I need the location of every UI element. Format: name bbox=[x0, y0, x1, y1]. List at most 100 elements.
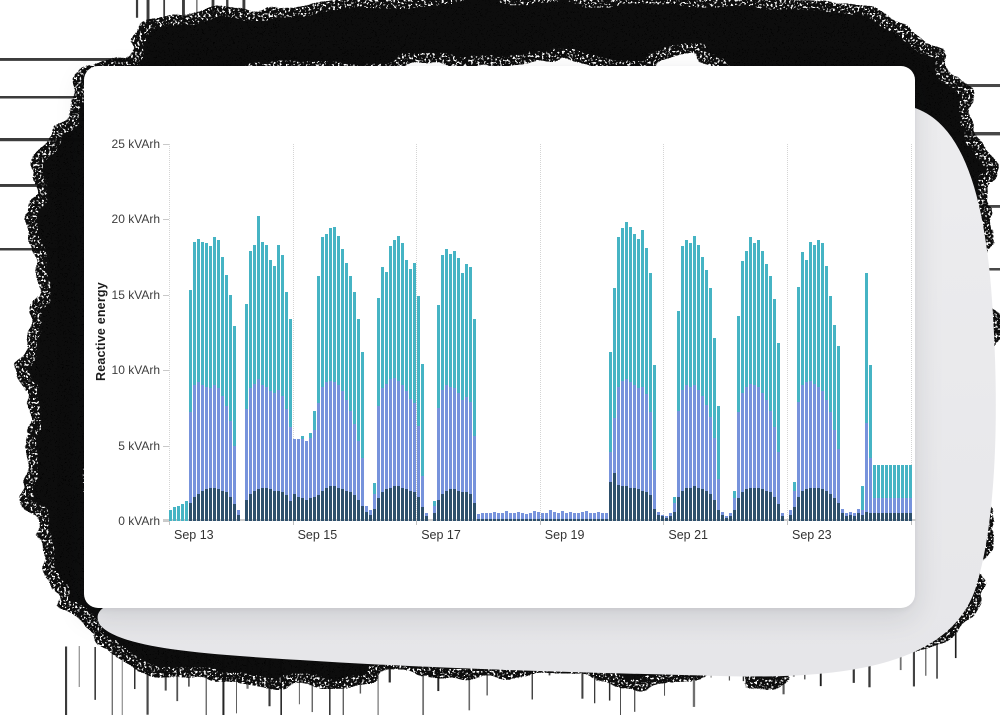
periwinkle-middle-segment bbox=[261, 385, 264, 488]
teal-top-segment bbox=[301, 436, 304, 440]
periwinkle-middle-segment bbox=[437, 407, 440, 500]
dark-slate-bottom-segment bbox=[229, 496, 232, 521]
periwinkle-middle-segment bbox=[301, 439, 304, 499]
dark-slate-bottom-segment bbox=[265, 487, 268, 521]
teal-top-segment bbox=[761, 250, 764, 393]
dark-slate-bottom-segment bbox=[477, 518, 480, 521]
stacked-bar bbox=[437, 305, 440, 521]
periwinkle-middle-segment bbox=[453, 388, 456, 490]
teal-top-segment bbox=[321, 237, 324, 387]
stacked-bar bbox=[277, 244, 280, 521]
dark-slate-bottom-segment bbox=[541, 518, 544, 521]
streak-line bbox=[0, 58, 132, 61]
stacked-bar bbox=[793, 481, 796, 521]
periwinkle-middle-segment bbox=[733, 498, 736, 511]
periwinkle-middle-segment bbox=[589, 512, 592, 519]
stacked-bar bbox=[177, 505, 180, 521]
stacked-bar bbox=[873, 465, 876, 521]
periwinkle-middle-segment bbox=[477, 514, 480, 519]
stacked-bar bbox=[301, 436, 304, 521]
teal-top-segment bbox=[245, 303, 248, 410]
stacked-bar bbox=[517, 511, 520, 521]
teal-top-segment bbox=[421, 363, 424, 476]
chart-card: Reactive energy Sep 13 Sep 15 Sep 17 Sep 19… bbox=[84, 66, 916, 608]
x-axis-tick bbox=[787, 521, 788, 525]
dark-slate-bottom-segment bbox=[665, 517, 668, 521]
periwinkle-middle-segment bbox=[265, 386, 268, 488]
dark-slate-bottom-segment bbox=[353, 495, 356, 521]
teal-top-segment bbox=[449, 253, 452, 387]
stacked-bar bbox=[349, 276, 352, 521]
dark-slate-bottom-segment bbox=[557, 518, 560, 521]
stacked-bar bbox=[485, 512, 488, 521]
periwinkle-middle-segment bbox=[729, 513, 732, 517]
dark-slate-bottom-segment bbox=[297, 496, 300, 521]
stacked-bar bbox=[501, 513, 504, 521]
periwinkle-middle-segment bbox=[245, 409, 248, 500]
stacked-bar bbox=[645, 247, 648, 521]
streak-line bbox=[176, 653, 179, 702]
periwinkle-middle-segment bbox=[609, 451, 612, 482]
streak-line bbox=[236, 653, 237, 714]
teal-top-segment bbox=[765, 264, 768, 401]
dark-slate-bottom-segment bbox=[385, 489, 388, 521]
periwinkle-middle-segment bbox=[289, 427, 292, 502]
dark-slate-bottom-segment bbox=[245, 499, 248, 521]
stacked-bar bbox=[841, 508, 844, 521]
periwinkle-middle-segment bbox=[293, 439, 296, 494]
stacked-bar bbox=[649, 273, 652, 521]
teal-top-segment bbox=[469, 267, 472, 402]
periwinkle-middle-segment bbox=[237, 510, 240, 515]
dark-slate-bottom-segment bbox=[713, 499, 716, 521]
dark-slate-bottom-segment bbox=[533, 518, 536, 521]
dark-slate-bottom-segment bbox=[841, 513, 844, 521]
stacked-bar bbox=[769, 276, 772, 521]
stacked-bar bbox=[893, 465, 896, 521]
stacked-bar bbox=[613, 288, 616, 521]
teal-top-segment bbox=[269, 259, 272, 392]
streak-line bbox=[329, 644, 331, 715]
periwinkle-middle-segment bbox=[553, 511, 556, 519]
dark-slate-bottom-segment bbox=[269, 489, 272, 521]
periwinkle-middle-segment bbox=[801, 385, 804, 491]
periwinkle-middle-segment bbox=[633, 385, 636, 488]
dark-slate-bottom-segment bbox=[421, 507, 424, 521]
stacked-bar bbox=[637, 238, 640, 521]
stacked-bar bbox=[889, 465, 892, 521]
dark-slate-bottom-segment bbox=[461, 492, 464, 521]
periwinkle-middle-segment bbox=[457, 392, 460, 491]
periwinkle-middle-segment bbox=[409, 398, 412, 491]
periwinkle-middle-segment bbox=[193, 385, 196, 497]
periwinkle-middle-segment bbox=[565, 513, 568, 519]
stacked-bar bbox=[329, 228, 332, 521]
dark-slate-bottom-segment bbox=[373, 508, 376, 521]
periwinkle-middle-segment bbox=[545, 512, 548, 519]
dark-slate-bottom-segment bbox=[205, 489, 208, 521]
dark-slate-bottom-segment bbox=[605, 518, 608, 521]
periwinkle-middle-segment bbox=[701, 395, 704, 490]
periwinkle-middle-segment bbox=[557, 512, 560, 519]
periwinkle-middle-segment bbox=[673, 502, 676, 512]
x-tick-label: Sep 19 bbox=[544, 528, 585, 542]
teal-top-segment bbox=[737, 315, 740, 413]
dark-slate-bottom-segment bbox=[357, 499, 360, 521]
periwinkle-middle-segment bbox=[325, 382, 328, 488]
stacked-bar bbox=[293, 439, 296, 521]
dark-slate-bottom-segment bbox=[517, 518, 520, 521]
periwinkle-middle-segment bbox=[229, 421, 232, 497]
teal-top-segment bbox=[385, 271, 388, 384]
teal-top-segment bbox=[777, 342, 780, 452]
periwinkle-middle-segment bbox=[593, 513, 596, 519]
periwinkle-middle-segment bbox=[517, 511, 520, 519]
streak-line bbox=[342, 638, 344, 715]
periwinkle-middle-segment bbox=[909, 498, 912, 514]
teal-top-segment bbox=[317, 276, 320, 404]
dark-slate-bottom-segment bbox=[829, 493, 832, 521]
dark-slate-bottom-segment bbox=[341, 489, 344, 521]
periwinkle-middle-segment bbox=[465, 397, 468, 493]
streak-line bbox=[620, 648, 621, 715]
stacked-bar bbox=[737, 315, 740, 521]
dark-slate-bottom-segment bbox=[501, 518, 504, 521]
periwinkle-middle-segment bbox=[585, 511, 588, 519]
stacked-bar bbox=[809, 241, 812, 521]
